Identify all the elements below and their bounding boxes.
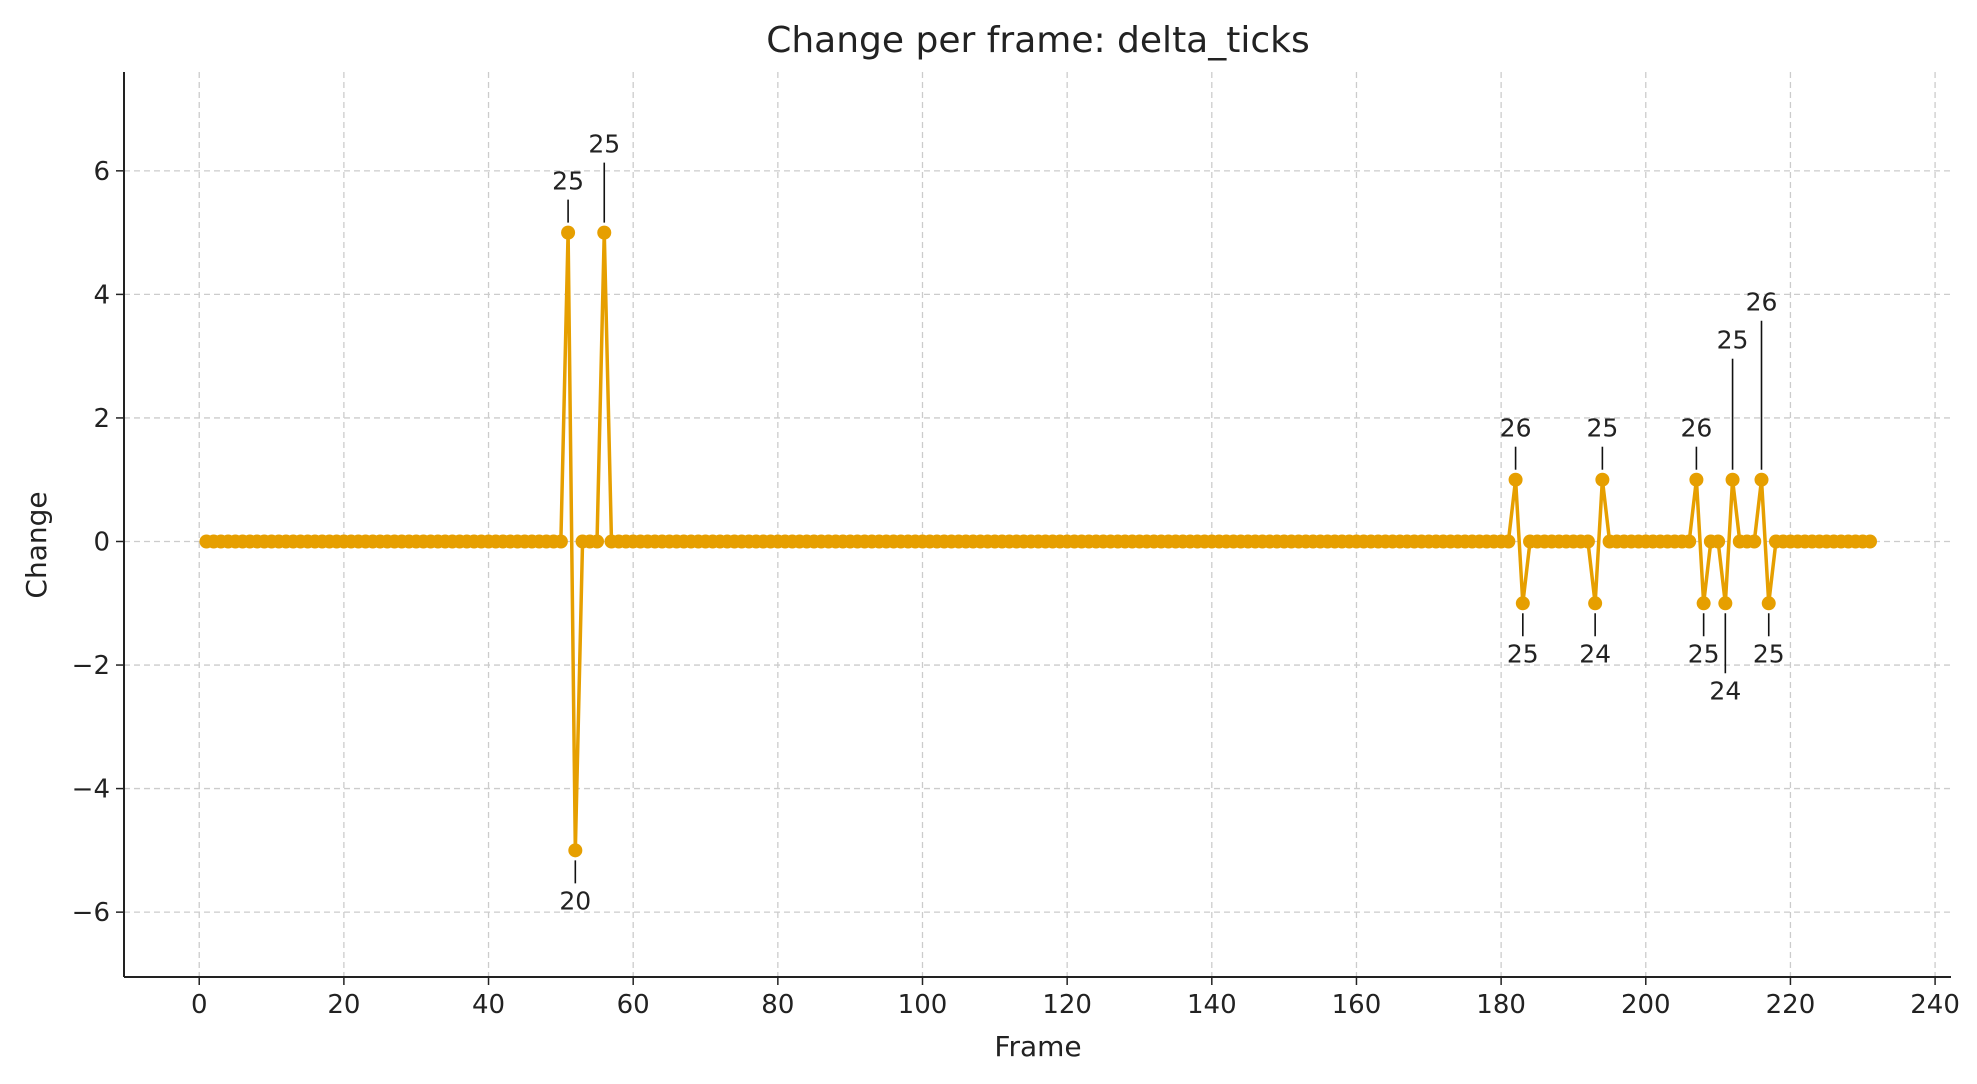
data-point — [1580, 534, 1595, 549]
data-point — [1588, 596, 1603, 611]
x-tick-label: 180 — [1476, 990, 1526, 1020]
data-point — [568, 843, 583, 858]
x-tick-label: 160 — [1332, 990, 1382, 1020]
annotation-label: 25 — [1507, 639, 1539, 668]
data-point — [553, 534, 568, 549]
y-tick-label: 4 — [93, 280, 110, 310]
y-tick-label: 0 — [93, 527, 110, 557]
x-tick-label: 200 — [1621, 990, 1671, 1020]
data-point — [1862, 534, 1877, 549]
annotation-label: 24 — [1709, 676, 1741, 705]
x-tick-label: 0 — [191, 990, 208, 1020]
x-tick-label: 140 — [1187, 990, 1237, 1020]
annotation-label: 25 — [588, 130, 620, 159]
data-point — [1515, 596, 1530, 611]
data-point — [1501, 534, 1516, 549]
annotation-label: 25 — [1688, 639, 1720, 668]
annotation-label: 26 — [1680, 414, 1712, 443]
data-point — [597, 225, 612, 240]
data-point — [1689, 472, 1704, 487]
x-tick-label: 100 — [898, 990, 948, 1020]
y-tick-label: −6 — [72, 898, 110, 928]
annotations: 25 20 25 26 25 24 25 26 25 24 25 26 25 — [552, 130, 1784, 916]
data-point — [1754, 472, 1769, 487]
series-line — [199, 225, 1877, 858]
axes: 0 20 40 60 80 100 120 140 160 180 200 220 240−6−4−20… — [72, 72, 1960, 1020]
annotation-label: 25 — [1717, 326, 1749, 355]
x-tick-label: 60 — [617, 990, 650, 1020]
data-point — [1696, 596, 1711, 611]
y-tick-label: 2 — [93, 404, 110, 434]
annotation-label: 24 — [1579, 639, 1611, 668]
annotation-label: 25 — [1753, 639, 1785, 668]
y-axis-label: Change — [20, 491, 53, 598]
data-point — [1595, 472, 1610, 487]
data-point — [590, 534, 605, 549]
chart-title: Change per frame: delta_ticks — [766, 20, 1310, 61]
y-tick-label: −4 — [72, 775, 110, 805]
x-tick-label: 40 — [472, 990, 505, 1020]
x-tick-label: 80 — [761, 990, 794, 1020]
data-point — [1508, 472, 1523, 487]
x-tick-label: 120 — [1042, 990, 1092, 1020]
data-point — [1682, 534, 1697, 549]
data-point — [561, 225, 576, 240]
data-point — [1747, 534, 1762, 549]
data-point — [1725, 472, 1740, 487]
data-point — [1718, 596, 1733, 611]
x-tick-label: 20 — [327, 990, 360, 1020]
y-tick-label: 6 — [93, 157, 110, 187]
x-tick-label: 240 — [1910, 990, 1960, 1020]
grid — [124, 72, 1951, 977]
annotation-label: 25 — [552, 167, 584, 196]
annotation-label: 20 — [559, 886, 591, 915]
annotation-label: 25 — [1586, 414, 1618, 443]
annotation-label: 26 — [1500, 414, 1532, 443]
data-point — [1711, 534, 1726, 549]
x-tick-label: 220 — [1766, 990, 1816, 1020]
annotation-label: 26 — [1746, 288, 1778, 317]
x-axis-label: Frame — [994, 1030, 1081, 1063]
data-point — [1761, 596, 1776, 611]
y-tick-label: −2 — [72, 651, 110, 681]
